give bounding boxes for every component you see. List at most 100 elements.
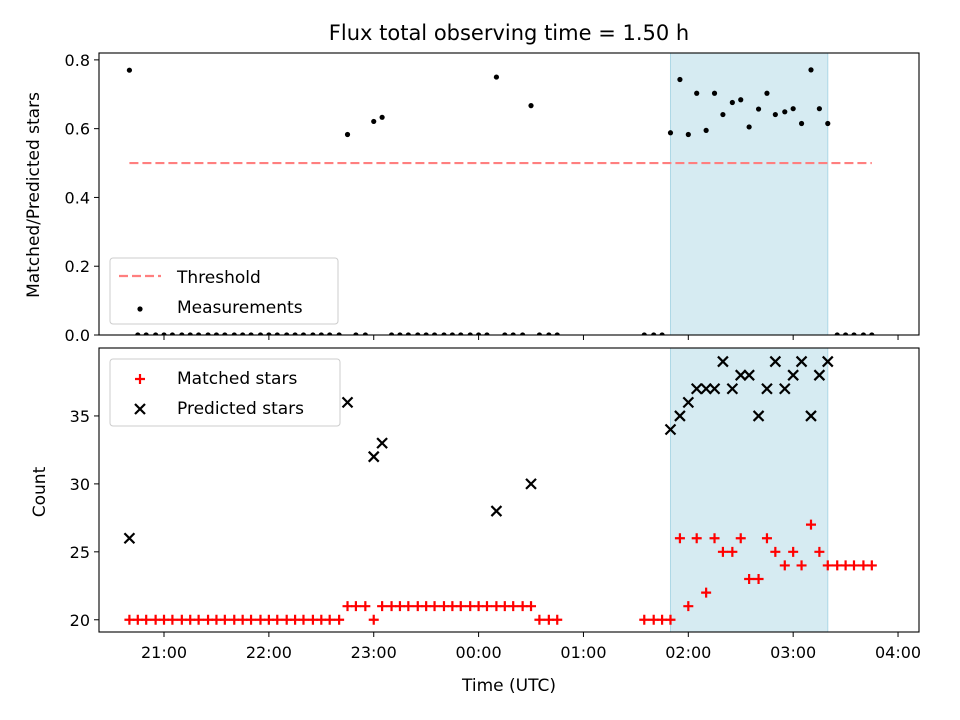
- measurement-point: [240, 332, 246, 335]
- x-tick-label: 21:00: [141, 643, 187, 662]
- highlight-span: [669, 52, 829, 336]
- measurement-point: [274, 332, 280, 335]
- y-tick-label: 0.2: [65, 257, 90, 276]
- predicted-star-point: [674, 410, 686, 422]
- measurement-point: [327, 332, 333, 335]
- matched-star-point: [465, 601, 476, 612]
- legend-measurements-swatch: [137, 306, 143, 312]
- measurement-point: [292, 332, 298, 335]
- matched-star-point: [290, 614, 301, 625]
- matched-star-point: [219, 614, 230, 625]
- measurement-point: [135, 332, 141, 335]
- measurement-point: [284, 332, 290, 335]
- matched-star-point: [796, 560, 807, 571]
- measurement-point: [353, 332, 359, 335]
- matched-star-point: [307, 614, 318, 625]
- matched-star-point: [176, 614, 187, 625]
- measurement-point: [310, 332, 316, 335]
- ratio-y-axis-label: Matched/Predicted stars: [24, 92, 44, 298]
- predicted-star-point: [700, 382, 712, 395]
- y-tick-label: 30: [70, 475, 90, 494]
- measurement-point: [231, 332, 237, 335]
- matched-star-point: [735, 533, 746, 544]
- matched-star-point: [770, 546, 781, 557]
- matched-star-point: [701, 587, 712, 598]
- predicted-star-point: [690, 382, 703, 395]
- measurement-point: [685, 131, 691, 138]
- measurement-point: [711, 90, 718, 96]
- matched-star-point: [203, 614, 214, 625]
- x-tick-label: 03:00: [770, 643, 816, 662]
- measurement-point: [484, 332, 490, 335]
- count-y-axis-label: Count: [30, 466, 50, 517]
- x-tick-label: 00:00: [456, 643, 502, 662]
- matched-star-point: [866, 560, 877, 571]
- matched-star-point: [534, 614, 545, 625]
- measurement-point: [842, 332, 849, 335]
- matched-star-point: [394, 601, 405, 612]
- predicted-star-point: [341, 396, 354, 409]
- measurement-point: [415, 332, 421, 335]
- measurement-point: [493, 74, 500, 80]
- x-tick-label: 22:00: [246, 643, 292, 662]
- matched-star-point: [150, 614, 161, 625]
- matched-star-point: [350, 601, 361, 612]
- measurement-point: [126, 67, 133, 73]
- y-tick-label: 0.0: [65, 326, 90, 345]
- measurement-point: [536, 332, 543, 335]
- matched-star-point: [788, 546, 799, 557]
- matched-star-point: [683, 601, 694, 612]
- matched-star-point: [229, 614, 240, 625]
- measurement-point: [677, 76, 683, 83]
- measurement-point: [179, 332, 185, 335]
- measurement-point: [362, 332, 368, 335]
- matched-star-point: [132, 614, 143, 625]
- measurement-point: [825, 120, 831, 127]
- measurement-point: [441, 332, 447, 335]
- measurement-point: [344, 131, 351, 138]
- measurement-point: [554, 332, 560, 335]
- matched-star-point: [648, 614, 659, 625]
- measurement-point: [405, 332, 411, 335]
- count-panel: Count Time (UTC) 20 25 30 35 21:00 22:00 23:00…: [30, 347, 921, 696]
- y-tick-label: 0.6: [65, 120, 90, 139]
- measurement-point: [379, 114, 385, 120]
- matched-star-point: [246, 614, 257, 625]
- predicted-star-point: [752, 410, 765, 422]
- measurement-point: [371, 118, 377, 125]
- legend-box: [109, 257, 339, 325]
- matched-star-point: [753, 574, 764, 585]
- measurement-point: [196, 332, 202, 335]
- matched-star-point: [543, 614, 554, 625]
- matched-star-point: [858, 560, 869, 571]
- chart-title: Flux total observing time = 1.50 h: [329, 21, 689, 45]
- measurement-point: [213, 332, 220, 335]
- x-tick-label: 04:00: [875, 643, 921, 662]
- predicted-star-point: [367, 450, 380, 463]
- matched-star-point: [237, 614, 248, 625]
- matched-star-point: [526, 601, 537, 612]
- matched-star-point: [840, 560, 851, 571]
- matched-star-point: [298, 614, 309, 625]
- measurement-point: [205, 332, 211, 335]
- predicted-star-point: [743, 369, 755, 381]
- matched-star-point: [324, 614, 335, 625]
- matched-star-point: [744, 574, 755, 585]
- matched-star-point: [360, 601, 371, 612]
- predicted-star-point: [376, 437, 388, 449]
- matched-star-point: [193, 614, 204, 625]
- matched-star-point: [403, 601, 414, 612]
- matched-star-point: [639, 614, 650, 625]
- measurement-point: [475, 332, 482, 335]
- plot-area: [126, 67, 875, 335]
- predicted-star-point: [708, 382, 721, 395]
- predicted-star-point: [490, 505, 503, 517]
- matched-star-point: [717, 546, 728, 557]
- matched-star-point: [814, 546, 825, 557]
- measurement-point: [816, 106, 822, 112]
- predicted-star-point: [805, 410, 817, 422]
- measurement-point: [458, 332, 464, 335]
- matched-star-point: [316, 614, 327, 625]
- legend: Matched stars Predicted stars: [109, 358, 341, 427]
- legend-label: Predicted stars: [177, 399, 304, 419]
